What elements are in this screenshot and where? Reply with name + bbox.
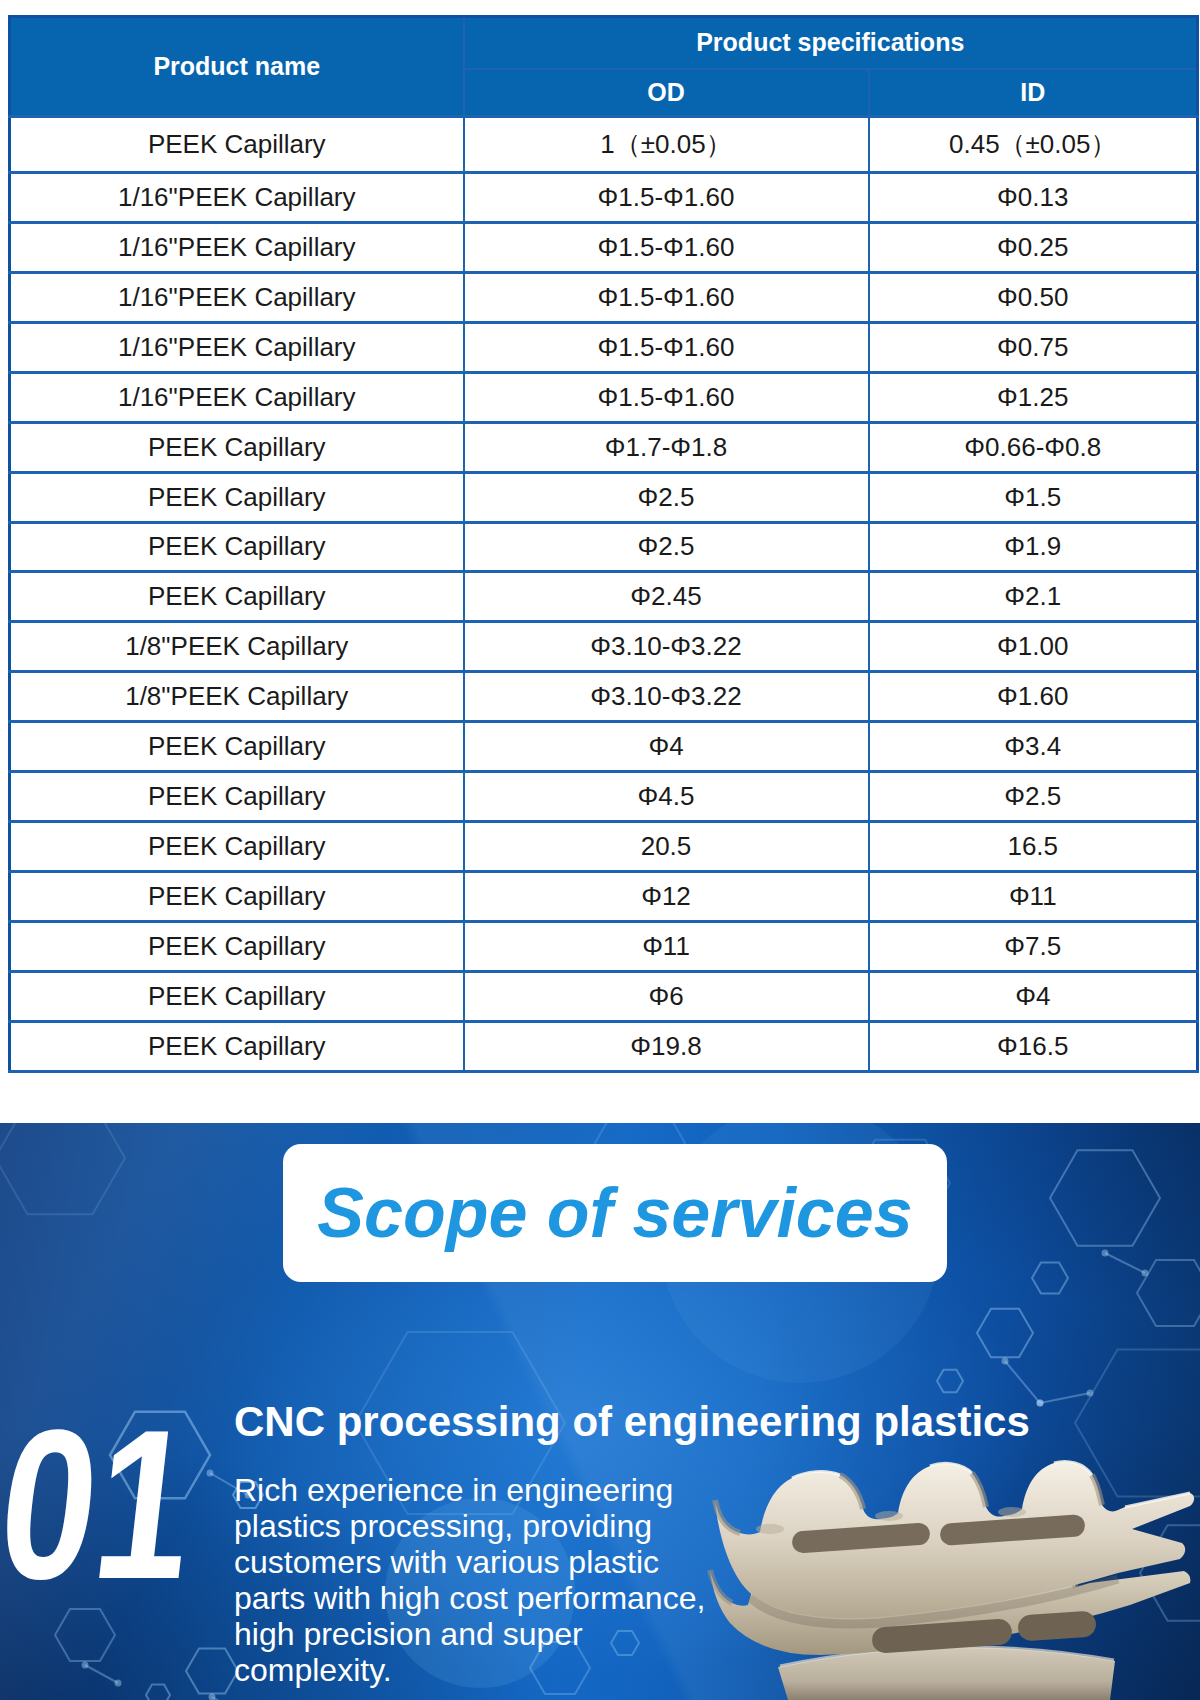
cell-od: Φ4	[464, 722, 869, 772]
service-item-description: Rich experience in engineeringplastics p…	[234, 1472, 705, 1688]
cell-id: Φ0.25	[869, 222, 1198, 272]
cell-od: Φ11	[464, 922, 869, 972]
cell-product-name: PEEK Capillary	[10, 422, 464, 472]
table-row: 1/16"PEEK Capillary Φ1.5-Φ1.60 Φ0.50	[10, 272, 1198, 322]
cell-od: Φ4.5	[464, 772, 869, 822]
cell-id: Φ0.75	[869, 322, 1198, 372]
cell-product-name: 1/16"PEEK Capillary	[10, 272, 464, 322]
table-row: PEEK Capillary 20.5 16.5	[10, 822, 1198, 872]
description-line: plastics processing, providing	[234, 1508, 705, 1544]
cell-od: Φ1.5-Φ1.60	[464, 322, 869, 372]
cell-product-name: 1/8"PEEK Capillary	[10, 672, 464, 722]
cell-id: Φ1.60	[869, 672, 1198, 722]
table-row: 1/16"PEEK Capillary Φ1.5-Φ1.60 Φ0.75	[10, 322, 1198, 372]
description-line: Rich experience in engineering	[234, 1472, 705, 1508]
cell-product-name: PEEK Capillary	[10, 572, 464, 622]
col-header-id: ID	[869, 69, 1198, 117]
col-header-product-name: Product name	[10, 17, 464, 117]
cell-od: Φ6	[464, 972, 869, 1022]
cnc-plastic-part-image	[700, 1455, 1200, 1700]
scope-of-services-section: Scope of services 01 CNC processing of e…	[0, 1123, 1200, 1700]
table-row: PEEK Capillary Φ2.5 Φ1.5	[10, 472, 1198, 522]
cell-od: Φ2.45	[464, 572, 869, 622]
cell-od: Φ19.8	[464, 1022, 869, 1072]
col-header-product-specifications: Product specifications	[464, 17, 1198, 69]
cell-od: 1（±0.05）	[464, 117, 869, 173]
section-title: Scope of services	[317, 1173, 912, 1253]
table-body: PEEK Capillary 1（±0.05） 0.45（±0.05） 1/16…	[10, 117, 1198, 1072]
table-row: PEEK Capillary Φ12 Φ11	[10, 872, 1198, 922]
description-line: parts with high cost performance,	[234, 1580, 705, 1616]
cell-od: Φ1.5-Φ1.60	[464, 372, 869, 422]
cell-id: Φ7.5	[869, 922, 1198, 972]
table-row: PEEK Capillary Φ2.5 Φ1.9	[10, 522, 1198, 572]
cell-product-name: PEEK Capillary	[10, 822, 464, 872]
cell-product-name: PEEK Capillary	[10, 972, 464, 1022]
cell-product-name: PEEK Capillary	[10, 872, 464, 922]
cell-product-name: PEEK Capillary	[10, 472, 464, 522]
description-line: customers with various plastic	[234, 1544, 705, 1580]
cell-od: Φ1.5-Φ1.60	[464, 172, 869, 222]
description-line: complexity.	[234, 1652, 705, 1688]
table-row: 1/8"PEEK Capillary Φ3.10-Φ3.22 Φ1.00	[10, 622, 1198, 672]
cell-id: 16.5	[869, 822, 1198, 872]
table-row: PEEK Capillary Φ6 Φ4	[10, 972, 1198, 1022]
table-row: PEEK Capillary Φ19.8 Φ16.5	[10, 1022, 1198, 1072]
cell-od: Φ12	[464, 872, 869, 922]
table-row: PEEK Capillary 1（±0.05） 0.45（±0.05）	[10, 117, 1198, 173]
cell-product-name: 1/16"PEEK Capillary	[10, 172, 464, 222]
cell-id: Φ1.5	[869, 472, 1198, 522]
cell-id: Φ0.66-Φ0.8	[869, 422, 1198, 472]
cell-od: Φ1.5-Φ1.60	[464, 272, 869, 322]
service-item-heading: CNC processing of engineering plastics	[234, 1398, 1030, 1446]
table-row: PEEK Capillary Φ1.7-Φ1.8 Φ0.66-Φ0.8	[10, 422, 1198, 472]
section-title-card: Scope of services	[283, 1144, 947, 1282]
cell-product-name: 1/16"PEEK Capillary	[10, 322, 464, 372]
cell-product-name: 1/8"PEEK Capillary	[10, 622, 464, 672]
table-row: 1/16"PEEK Capillary Φ1.5-Φ1.60 Φ1.25	[10, 372, 1198, 422]
service-item-number: 01	[0, 1398, 204, 1611]
cell-id: Φ0.50	[869, 272, 1198, 322]
cell-id: Φ1.00	[869, 622, 1198, 672]
table-row: PEEK Capillary Φ11 Φ7.5	[10, 922, 1198, 972]
cell-id: Φ3.4	[869, 722, 1198, 772]
table-row: PEEK Capillary Φ4 Φ3.4	[10, 722, 1198, 772]
product-spec-table: Product name Product specifications OD I…	[8, 15, 1196, 1073]
table-row: PEEK Capillary Φ4.5 Φ2.5	[10, 772, 1198, 822]
cell-id: Φ1.25	[869, 372, 1198, 422]
cell-od: Φ3.10-Φ3.22	[464, 622, 869, 672]
cell-id: 0.45（±0.05）	[869, 117, 1198, 173]
cell-product-name: PEEK Capillary	[10, 522, 464, 572]
cell-product-name: PEEK Capillary	[10, 922, 464, 972]
table-row: 1/16"PEEK Capillary Φ1.5-Φ1.60 Φ0.25	[10, 222, 1198, 272]
description-line: high precision and super	[234, 1616, 705, 1652]
cell-od: 20.5	[464, 822, 869, 872]
cell-od: Φ2.5	[464, 472, 869, 522]
cell-od: Φ1.7-Φ1.8	[464, 422, 869, 472]
cell-id: Φ16.5	[869, 1022, 1198, 1072]
table-row: 1/16"PEEK Capillary Φ1.5-Φ1.60 Φ0.13	[10, 172, 1198, 222]
cell-product-name: PEEK Capillary	[10, 1022, 464, 1072]
col-header-od: OD	[464, 69, 869, 117]
cell-id: Φ11	[869, 872, 1198, 922]
cell-od: Φ1.5-Φ1.60	[464, 222, 869, 272]
cell-id: Φ2.5	[869, 772, 1198, 822]
cell-product-name: PEEK Capillary	[10, 772, 464, 822]
cell-id: Φ2.1	[869, 572, 1198, 622]
cell-product-name: 1/16"PEEK Capillary	[10, 372, 464, 422]
table-row: 1/8"PEEK Capillary Φ3.10-Φ3.22 Φ1.60	[10, 672, 1198, 722]
cell-product-name: 1/16"PEEK Capillary	[10, 222, 464, 272]
cell-product-name: PEEK Capillary	[10, 117, 464, 173]
cell-od: Φ2.5	[464, 522, 869, 572]
cell-id: Φ0.13	[869, 172, 1198, 222]
cell-product-name: PEEK Capillary	[10, 722, 464, 772]
cell-od: Φ3.10-Φ3.22	[464, 672, 869, 722]
cell-id: Φ1.9	[869, 522, 1198, 572]
table-row: PEEK Capillary Φ2.45 Φ2.1	[10, 572, 1198, 622]
cell-id: Φ4	[869, 972, 1198, 1022]
